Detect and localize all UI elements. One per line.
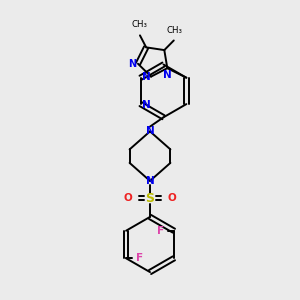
Text: CH₃: CH₃ [131, 20, 147, 29]
Text: N: N [142, 100, 151, 110]
Text: F: F [157, 226, 164, 236]
Text: O: O [124, 193, 133, 203]
Text: CH₃: CH₃ [167, 26, 183, 35]
Text: F: F [136, 253, 143, 263]
Text: N: N [146, 176, 154, 186]
Text: N: N [146, 126, 154, 136]
Text: N: N [163, 70, 172, 80]
Text: S: S [146, 192, 154, 205]
Text: O: O [167, 193, 176, 203]
Text: N: N [142, 72, 151, 82]
Text: N: N [128, 59, 136, 69]
